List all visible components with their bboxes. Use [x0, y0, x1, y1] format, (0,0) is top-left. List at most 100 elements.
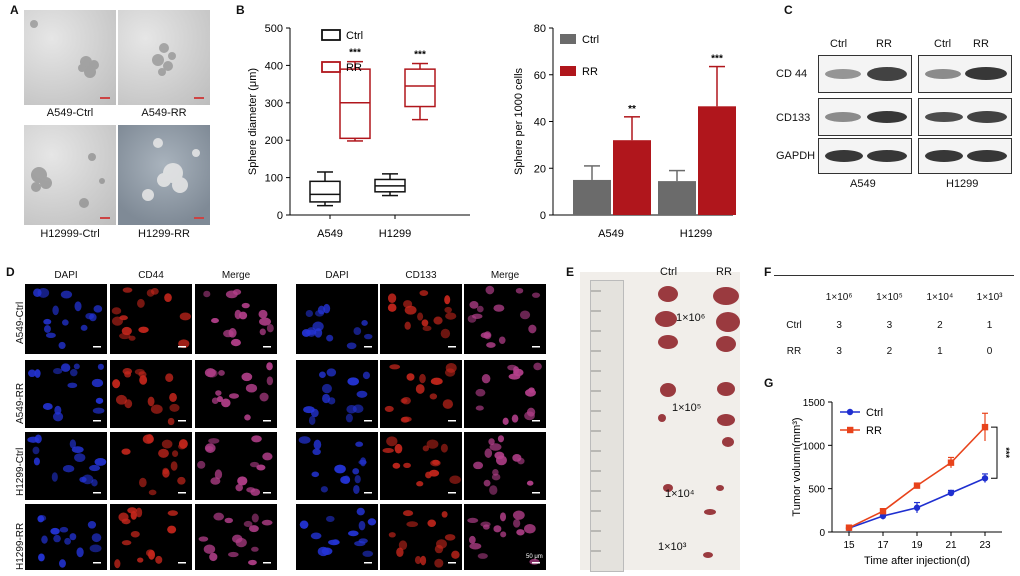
cell-nucleus: [38, 515, 47, 522]
legend-label: RR: [866, 425, 882, 437]
cell-nucleus: [121, 326, 132, 336]
caption-h1299-rr: H1299-RR: [138, 228, 190, 240]
cell-nucleus: [442, 399, 454, 409]
cell-nucleus: [419, 373, 426, 384]
scale-bar: [263, 562, 271, 564]
scale-bar: [364, 346, 372, 348]
significance-mark: ***: [349, 48, 361, 59]
scale-bar: [263, 492, 271, 494]
cell-nucleus: [259, 317, 272, 326]
e-dose-1e4: 1×10⁴: [665, 488, 695, 500]
cell-nucleus: [434, 558, 444, 568]
cell-nucleus: [179, 312, 191, 321]
fluorescence-tile: [380, 284, 462, 354]
scale-bar: [93, 562, 101, 564]
panel-label-c: C: [784, 3, 793, 17]
cell-nucleus: [473, 461, 484, 470]
cell-nucleus: [327, 397, 336, 405]
scale-bar: [364, 420, 372, 422]
ruler: [590, 280, 624, 572]
cell-nucleus: [266, 324, 274, 333]
cell-nucleus: [326, 334, 334, 342]
cell-nucleus: [45, 332, 56, 339]
cell-nucleus: [492, 469, 499, 476]
x-tick-label: 19: [911, 540, 923, 551]
cell-nucleus: [259, 328, 266, 336]
wb-col-rr-2: RR: [973, 38, 989, 50]
cell-nucleus: [403, 462, 411, 469]
cell-nucleus: [325, 515, 335, 523]
d-head-cd133: CD133: [405, 270, 437, 281]
cell-nucleus: [498, 336, 506, 344]
cell-nucleus: [516, 529, 525, 536]
cell-nucleus: [161, 439, 173, 449]
fluorescence-tile: [380, 360, 462, 428]
cell-nucleus: [489, 485, 498, 495]
bar-rr: [698, 106, 736, 215]
scale-bar: [93, 492, 101, 494]
cell-nucleus: [128, 335, 136, 341]
fluorescence-tile: [25, 432, 107, 500]
cell-nucleus: [92, 407, 105, 414]
cell-nucleus: [430, 377, 443, 386]
wb-blot-a549-gapdh: [818, 138, 912, 174]
cell-nucleus: [235, 484, 243, 492]
cell-nucleus: [303, 406, 315, 414]
box-ctrl: [309, 180, 341, 203]
box-rr: [404, 68, 436, 108]
fluorescence-tile: [25, 504, 107, 570]
y-tick-label: 0: [540, 210, 546, 222]
y-tick-label: 500: [808, 485, 825, 496]
cell-nucleus: [355, 441, 364, 447]
tumor-samples: [655, 286, 740, 558]
cell-nucleus: [249, 461, 260, 468]
cell-nucleus: [475, 388, 486, 397]
wb-row-cd44: CD 44: [776, 68, 808, 80]
caption-h1299-ctrl: H12999-Ctrl: [40, 228, 100, 240]
cell-nucleus: [508, 373, 521, 380]
cell-nucleus: [429, 469, 440, 477]
cell-nucleus: [398, 540, 408, 551]
cell-nucleus: [406, 373, 415, 381]
cell-nucleus: [94, 457, 107, 466]
cell-nucleus: [155, 555, 163, 564]
y-tick-label: 0: [819, 528, 825, 539]
cell-nucleus: [440, 328, 451, 339]
cell-nucleus: [121, 540, 132, 546]
fluorescence-tile: [464, 284, 546, 354]
cell-nucleus: [59, 559, 66, 568]
fluorescence-tile: [380, 504, 462, 570]
cell-nucleus: [232, 289, 242, 295]
cell-nucleus: [197, 460, 206, 469]
cell-nucleus: [392, 462, 401, 469]
cell-nucleus: [162, 467, 169, 475]
cell-nucleus: [358, 520, 366, 531]
cell-nucleus: [497, 435, 505, 443]
bar-ctrl: [573, 179, 611, 215]
legend-swatch-rr: [321, 61, 341, 73]
panel-label-a: A: [10, 3, 19, 17]
d-head-dapi-left: DAPI: [54, 270, 78, 281]
x-tick-label: H1299: [680, 228, 712, 240]
cell-nucleus: [317, 546, 329, 557]
cell-nucleus: [414, 556, 422, 565]
f-row-label: Ctrl: [786, 319, 802, 331]
x-axis-label: Time after injection(d): [864, 555, 970, 567]
cell-nucleus: [444, 306, 452, 314]
cell-nucleus: [146, 289, 155, 297]
cell-nucleus: [221, 398, 231, 408]
e-col-rr: RR: [716, 266, 732, 278]
f-cell: 3: [836, 319, 842, 331]
tumor-formation-table: 1×10⁶ 1×10⁵ 1×10⁴ 1×10³ Ctrl 3 3 2 1 RR …: [774, 282, 1014, 364]
cell-nucleus: [404, 321, 411, 330]
cell-nucleus: [237, 476, 248, 486]
cell-nucleus: [248, 559, 257, 566]
cell-nucleus: [147, 396, 155, 407]
significance-bracket: [991, 426, 998, 479]
wb-row-cd133: CD133: [776, 112, 811, 124]
cell-nucleus: [426, 439, 439, 449]
fluorescence-tile: [296, 284, 378, 354]
cell-nucleus: [43, 318, 52, 325]
wb-col-ctrl-2: Ctrl: [934, 38, 952, 50]
x-tick-label: A549: [317, 228, 343, 240]
